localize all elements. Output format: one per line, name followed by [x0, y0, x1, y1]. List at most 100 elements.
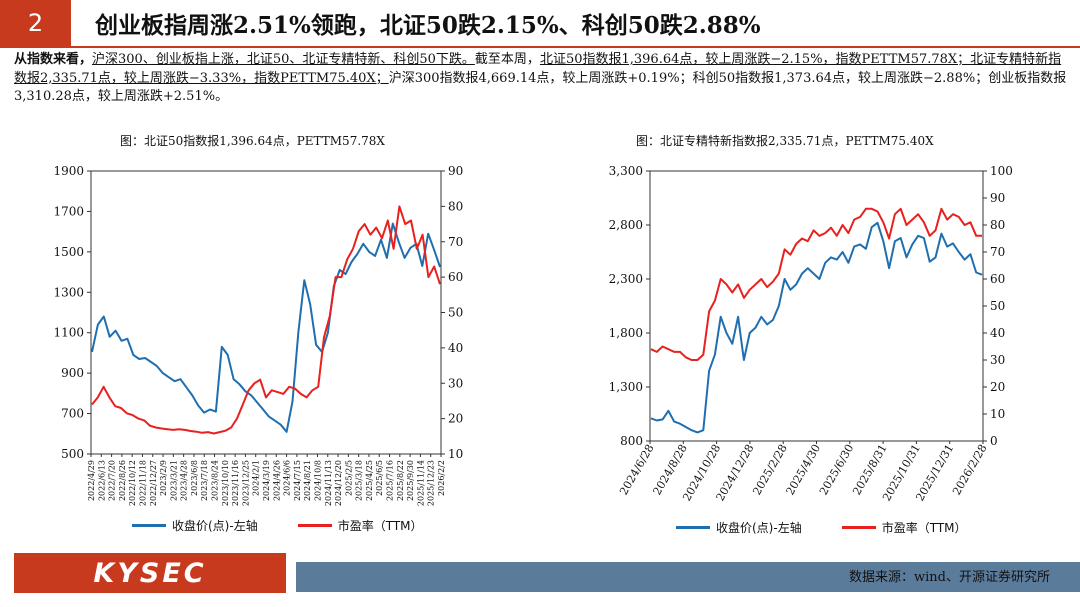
chart-2-y-right-tick-label: 100: [990, 164, 1013, 178]
summary-part-4: 沪深300指数报4,669.14点，较上周涨跌+0.19%；科创50指数报1,3…: [14, 70, 1067, 105]
chart-1-x-tick-label: 2022/11/18: [138, 460, 147, 506]
chart-2-y-right-tick-label: 50: [990, 299, 1005, 313]
chart-2-series-close-line: [650, 221, 983, 434]
chart-1-x-tick-label: 2023/11/16: [231, 460, 240, 506]
chart-1-y-right-tick-label: 20: [448, 412, 463, 426]
chart-1-x-tick-label: 2025/3/18: [355, 460, 364, 501]
charts-canvas: 1900170015001300110090070050090807060504…: [53, 164, 1013, 506]
chart-1-x-tick-label: 2024/4/26: [272, 460, 281, 501]
chart-1-y-right-tick-label: 60: [448, 270, 463, 284]
chart-2-y-right-tick-label: 30: [990, 353, 1005, 367]
chart-1-x-tick-label: 2024/2/1: [252, 460, 261, 496]
chart-1-y-left-tick-label: 900: [61, 366, 84, 380]
kysec-logo: KYSEC: [93, 557, 207, 589]
legend-item-close: 收盘价(点)-左轴: [676, 519, 802, 536]
chart-2-title: 图：北证专精特新指数报2,335.71点，PETTM75.40X: [636, 134, 934, 148]
chart-2-y-left-tick-label: 1,800: [609, 326, 643, 340]
chart-1-title: 图：北证50指数报1,396.64点，PETTM57.78X: [120, 134, 385, 148]
chart-2-x-tick-label: 2026/2/28: [950, 442, 989, 497]
chart-1-y-right-tick-label: 90: [448, 164, 463, 178]
chart-1-y-right-tick-label: 10: [448, 447, 463, 461]
chart-1-x-tick-label: 2025/2/5: [344, 460, 353, 496]
chart-1-x-tick-label: 2024/11/13: [324, 460, 333, 506]
legend-swatch-red: [841, 526, 876, 529]
chart-2-series-pe-line: [650, 207, 982, 361]
chart-1-x-tick-label: 2023/8/24: [211, 460, 220, 501]
chart-1-x-tick-label: 2024/12/20: [334, 460, 343, 506]
chart-1-x-tick-label: 2022/6/13: [97, 460, 106, 501]
summary-part-2: 截至本周，: [474, 52, 540, 67]
chart-1-y-left-tick-label: 1300: [53, 285, 84, 299]
page-title: 创业板指周涨2.51%领跑，北证50跌2.15%、科创50跌2.88%: [95, 12, 761, 39]
summary-lead: 从指数来看，: [14, 52, 93, 67]
chart-1-x-tick-label: 2023/2/9: [159, 460, 168, 496]
chart-1-x-tick-label: 2026/2/2: [437, 460, 446, 496]
chart-1-series-pe-line: [91, 205, 441, 435]
legend-label-pe: 市盈率（TTM）: [337, 519, 423, 533]
footer-logo-block: KYSEC: [14, 553, 286, 593]
chart-1-x-tick-label: 2025/7/16: [386, 460, 395, 501]
chart-2-y-right-tick-label: 90: [990, 191, 1005, 205]
chart-1-x-tick-label: 2023/4/28: [180, 460, 189, 501]
chart-1-x-tick-label: 2023/10/10: [221, 460, 230, 506]
chart-2-y-right-tick-label: 40: [990, 326, 1005, 340]
chart-2-y-right-tick-label: 10: [990, 407, 1005, 421]
chart-2-y-left-tick-label: 1,300: [609, 380, 643, 394]
header-divider: [0, 46, 1080, 48]
legend-swatch-red: [297, 524, 332, 527]
chart-2-y-left-tick-label: 800: [620, 434, 643, 448]
legend-swatch-blue: [132, 524, 166, 527]
chart-1-x-tick-label: 2023/6/8: [190, 460, 199, 496]
chart-1-y-right-tick-label: 50: [448, 306, 463, 320]
chart-1-x-tick-label: 2022/12/27: [149, 460, 158, 506]
chart-1-series-close-line: [91, 222, 441, 433]
summary-paragraph: 从指数来看，沪深300、创业板指上涨，北证50、北证专精特新、科创50下跌。截至…: [14, 51, 1074, 107]
data-source: 数据来源：wind、开源证券研究所: [849, 570, 1050, 585]
chart-1-y-left-tick-label: 1100: [53, 326, 84, 340]
chart-1-x-tick-label: 2024/10/8: [313, 460, 322, 501]
chart-2-plot-frame: [649, 170, 984, 442]
chart-1-x-tick-label: 2022/10/12: [128, 460, 137, 506]
chart-2-legend: 收盘价(点)-左轴 市盈率（TTM）: [676, 519, 1007, 536]
chart-1-y-left-tick-label: 700: [61, 407, 84, 421]
chart-2-y-left-tick-label: 3,300: [609, 164, 643, 178]
chart-1-x-tick-label: 2025/6/5: [375, 460, 384, 496]
chart-1-x-tick-label: 2022/4/29: [87, 460, 96, 501]
chart-2-y-left-tick-label: 2,300: [609, 272, 643, 286]
chart-1-x-tick-label: 2025/8/22: [396, 460, 405, 501]
chart-1-x-tick-label: 2023/12/25: [241, 460, 250, 506]
chart-2-y-right-tick-label: 0: [990, 434, 998, 448]
summary-part-1: 沪深300、创业板指上涨，北证50、北证专精特新、科创50下跌。: [92, 52, 475, 67]
chart-1-x-tick-label: 2023/7/18: [200, 460, 209, 501]
chart-2-y-right-tick-label: 70: [990, 245, 1005, 259]
legend-item-pe: 市盈率（TTM）: [297, 517, 423, 534]
chart-1-y-left-tick-label: 1700: [53, 204, 84, 218]
chart-1-x-tick-label: 2025/11/14: [416, 460, 425, 506]
chart-2-y-left-tick-label: 2,800: [609, 218, 643, 232]
chart-1-x-tick-label: 2022/7/20: [108, 460, 117, 501]
chart-1-legend: 收盘价(点)-左轴 市盈率（TTM）: [132, 517, 463, 534]
legend-item-close: 收盘价(点)-左轴: [132, 517, 258, 534]
chart-1-y-right-tick-label: 40: [448, 341, 463, 355]
chart-1-y-left-tick-label: 1900: [53, 164, 84, 178]
legend-swatch-blue: [676, 526, 710, 529]
footer-bar: [296, 562, 1080, 592]
chart-1-x-tick-label: 2025/4/25: [365, 460, 374, 501]
legend-item-pe: 市盈率（TTM）: [841, 519, 967, 536]
chart-2-y-right-tick-label: 80: [990, 218, 1005, 232]
chart-2-y-right-tick-label: 60: [990, 272, 1005, 286]
section-number-badge: 2: [0, 0, 71, 46]
chart-1-y-left-tick-label: 1500: [53, 245, 84, 259]
legend-label-close: 收盘价(点)-左轴: [716, 521, 802, 535]
legend-label-close: 收盘价(点)-左轴: [172, 519, 258, 533]
chart-1-x-tick-label: 2024/6/6: [283, 460, 292, 496]
chart-1-y-left-tick-label: 500: [61, 447, 84, 461]
chart-1-y-right-tick-label: 70: [448, 235, 463, 249]
chart-1-x-tick-label: 2025/9/30: [406, 460, 415, 501]
chart-2-y-right-tick-label: 20: [990, 380, 1005, 394]
summary-part-3: 北证50指数报1,396.64点，较上周涨跌−2.15%，指数PETTM57.7…: [14, 52, 1062, 86]
chart-1-y-right-tick-label: 30: [448, 376, 463, 390]
chart-1-x-tick-label: 2025/12/23: [427, 460, 436, 506]
chart-1-x-tick-label: 2024/7/15: [293, 460, 302, 501]
chart-1-y-right-tick-label: 80: [448, 199, 463, 213]
